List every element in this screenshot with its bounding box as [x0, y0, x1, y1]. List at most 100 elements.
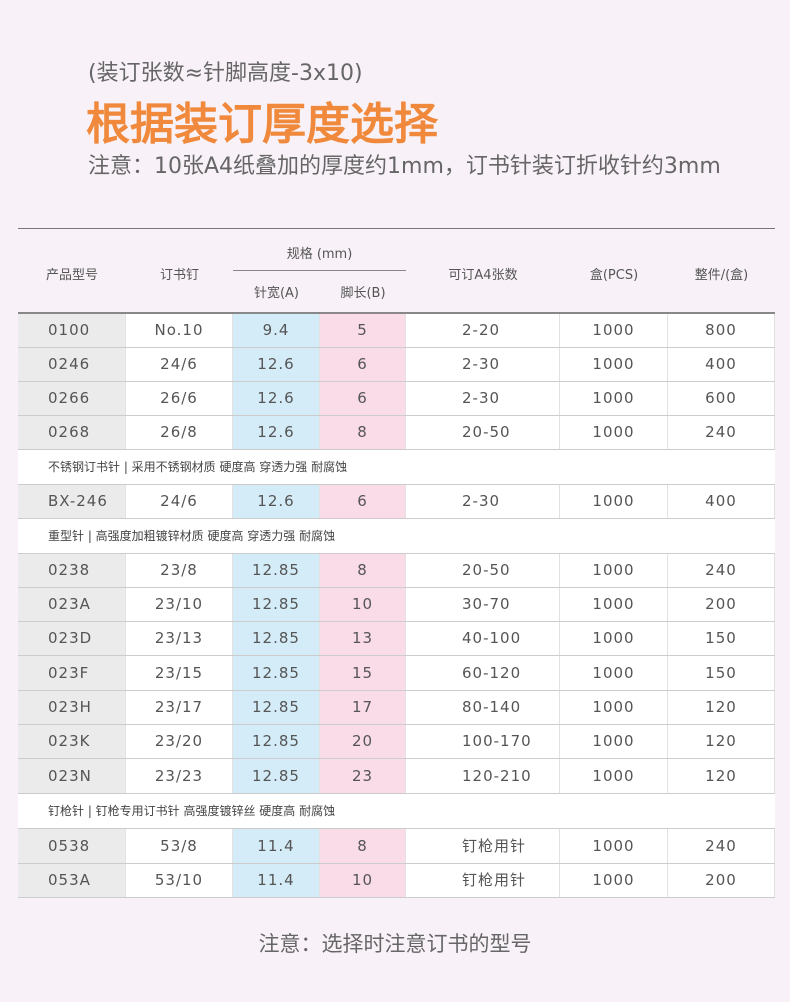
table-cell: 023K: [18, 725, 126, 758]
table-cell: 1000: [560, 829, 668, 863]
section-row: 不锈钢订书针 | 采用不锈钢材质 硬度高 穿透力强 耐腐蚀: [18, 450, 775, 485]
table-cell: 120: [668, 725, 775, 758]
table-cell: 12.85: [233, 691, 320, 724]
table-cell: 26/8: [126, 416, 233, 449]
col-header: 脚长(B): [340, 286, 386, 301]
table-cell: BX-246: [18, 485, 126, 518]
table-cell: 0268: [18, 416, 126, 449]
table-cell: 1000: [560, 725, 668, 758]
table-cell: 26/6: [126, 382, 233, 415]
table-cell: 11.4: [233, 864, 320, 897]
table-cell: 12.85: [233, 759, 320, 793]
table-cell: 240: [668, 554, 775, 587]
table-cell: 30-70: [406, 588, 560, 621]
table-cell: 12.85: [233, 554, 320, 587]
table-cell: 53/10: [126, 864, 233, 897]
table-cell: 2-30: [406, 348, 560, 381]
table-cell: 60-120: [406, 656, 560, 690]
table-cell: 1000: [560, 348, 668, 381]
table-cell: 10: [320, 588, 406, 621]
table-top-border: [18, 228, 775, 229]
table-cell: 53/8: [126, 829, 233, 863]
table-cell: 13: [320, 622, 406, 655]
table-cell: 200: [668, 864, 775, 897]
table-cell: 9.4: [233, 314, 320, 347]
table-cell: 023H: [18, 691, 126, 724]
table-cell: 17: [320, 691, 406, 724]
table-row: 023N 23/23 12.85 23 120-210 1000 120: [18, 759, 775, 794]
table-cell: 12.85: [233, 725, 320, 758]
table-cell: 150: [668, 656, 775, 690]
col-header: 产品型号: [45, 268, 98, 283]
table-cell: 120: [668, 691, 775, 724]
table-cell: 053A: [18, 864, 126, 897]
table-cell: 1000: [560, 382, 668, 415]
table-row: 023H 23/17 12.85 17 80-140 1000 120: [18, 691, 775, 725]
table-row: 053A 53/10 11.4 10 钉枪用针 1000 200: [18, 864, 775, 898]
table-cell: 12.6: [233, 416, 320, 449]
table-row: 023F 23/15 12.85 15 60-120 1000 150: [18, 656, 775, 691]
table-cell: 15: [320, 656, 406, 690]
table-cell: 1000: [560, 656, 668, 690]
section-note: 钉枪针 | 钉枪专用订书针 高强度镀锌丝 硬度高 耐腐蚀: [48, 804, 336, 818]
table-row: 023D 23/13 12.85 13 40-100 1000 150: [18, 622, 775, 656]
table-cell: 023A: [18, 588, 126, 621]
table-cell: 12.6: [233, 485, 320, 518]
table-cell: 6: [320, 348, 406, 381]
table-cell: 120: [668, 759, 775, 793]
table-cell: 23/15: [126, 656, 233, 690]
table-cell: 12.85: [233, 656, 320, 690]
table-row: 0100 No.10 9.4 5 2-20 1000 800: [18, 314, 775, 348]
note: 注意：10张A4纸叠加的厚度约1mm，订书针装订折收针约3mm: [88, 154, 721, 179]
table-cell: 600: [668, 382, 775, 415]
table-cell: 1000: [560, 622, 668, 655]
table-cell: 23/8: [126, 554, 233, 587]
table-cell: 23/20: [126, 725, 233, 758]
table-cell: 1000: [560, 691, 668, 724]
table-row: 023K 23/20 12.85 20 100-170 1000 120: [18, 725, 775, 759]
table-cell: 400: [668, 485, 775, 518]
col-header: 盒(PCS): [589, 268, 639, 283]
spec-divider: [233, 270, 406, 271]
table-row: 0268 26/8 12.6 8 20-50 1000 240: [18, 416, 775, 450]
table-cell: 0100: [18, 314, 126, 347]
table-cell: 6: [320, 485, 406, 518]
table-cell: 1000: [560, 485, 668, 518]
table-row: 023A 23/10 12.85 10 30-70 1000 200: [18, 588, 775, 622]
col-header: 整件/(盒): [694, 268, 749, 283]
table-cell: 120-210: [406, 759, 560, 793]
table-cell: 0266: [18, 382, 126, 415]
table-cell: 023N: [18, 759, 126, 793]
table-cell: 12.6: [233, 382, 320, 415]
col-header: 针宽(A): [253, 286, 300, 301]
table-cell: 023D: [18, 622, 126, 655]
title: 根据装订厚度选择: [86, 99, 438, 150]
table-cell: 钉枪用针: [406, 864, 560, 897]
table-cell: 80-140: [406, 691, 560, 724]
table-row: 0538 53/8 11.4 8 钉枪用针 1000 240: [18, 829, 775, 864]
col-header: 可订A4张数: [448, 268, 518, 283]
table-cell: 23/13: [126, 622, 233, 655]
formula: (装订张数≈针脚高度-3x10): [88, 61, 363, 86]
table-cell: 2-20: [406, 314, 560, 347]
table-cell: 8: [320, 829, 406, 863]
table-cell: 10: [320, 864, 406, 897]
table-cell: 400: [668, 348, 775, 381]
table-cell: 6: [320, 382, 406, 415]
table-row: 0266 26/6 12.6 6 2-30 1000 600: [18, 382, 775, 416]
table-cell: 240: [668, 416, 775, 449]
table-cell: 8: [320, 416, 406, 449]
section-note: 不锈钢订书针 | 采用不锈钢材质 硬度高 穿透力强 耐腐蚀: [48, 460, 348, 474]
table-row: 0246 24/6 12.6 6 2-30 1000 400: [18, 348, 775, 382]
table-cell: 23/10: [126, 588, 233, 621]
table-cell: No.10: [126, 314, 233, 347]
table-cell: 20-50: [406, 554, 560, 587]
col-header: 订书钉: [159, 268, 199, 283]
header-bottom-border: [18, 312, 775, 314]
table-cell: 023F: [18, 656, 126, 690]
table-cell: 23: [320, 759, 406, 793]
table-cell: 1000: [560, 314, 668, 347]
section-note: 重型针 | 高强度加粗镀锌材质 硬度高 穿透力强 耐腐蚀: [48, 529, 336, 543]
table-cell: 240: [668, 829, 775, 863]
